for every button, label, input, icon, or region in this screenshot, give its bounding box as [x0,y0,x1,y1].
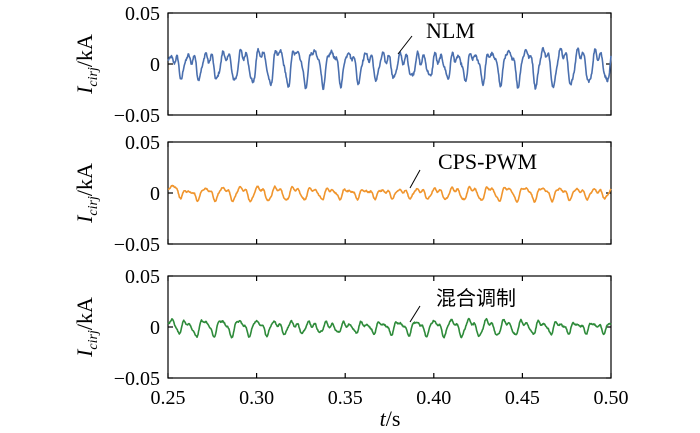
ytick-label: −0.05 [114,234,160,256]
ytick-label: 0 [150,317,160,339]
series-layer [167,46,612,339]
xtick-label: 0.30 [239,387,274,409]
svg-text:Icirj/kA: Icirj/kA [72,297,101,358]
labels-layer: 0.050−0.050.050−0.050.050−0.050.25 0.30 0.… [114,3,629,409]
annotation-hybrid-pointer [409,305,421,323]
svg-text:Icirj/kA: Icirj/kA [72,34,101,95]
ytick-label: −0.05 [114,105,160,127]
tick-layer [167,12,612,379]
ylabel-0: Icirj/kA [72,34,101,95]
ylabel-1: Icirj/kA [72,163,101,224]
xtick-label: 0.35 [328,387,363,409]
svg-text:Icirj/kA: Icirj/kA [72,163,101,224]
ytick-label: 0.05 [125,3,160,25]
ytick-label: 0 [150,183,160,205]
xtick-label: 0.45 [505,387,540,409]
series-line-2 [167,317,612,339]
ytick-label: −0.05 [114,368,160,390]
xlabel: t/s [380,406,401,431]
annotation-nlm: NLM [426,18,475,43]
series-line-1 [167,184,612,203]
xtick-label: 0.50 [594,387,629,409]
ytick-label: 0 [150,54,160,76]
xtick-label: 0.40 [416,387,451,409]
annotation-cps-pwm-pointer [409,169,421,189]
series-line-0 [167,46,612,91]
subplot-frame-nlm [167,12,612,116]
annotation-nlm-pointer [397,35,413,55]
ytick-label: 0.05 [125,266,160,288]
ylabel-2: Icirj/kA [72,297,101,358]
ytick-label: 0.05 [125,132,160,154]
xtick-label: 0.25 [151,387,186,409]
annotation-hybrid: 混合调制 [436,286,516,310]
annotation-cps-pwm: CPS-PWM [438,149,537,174]
